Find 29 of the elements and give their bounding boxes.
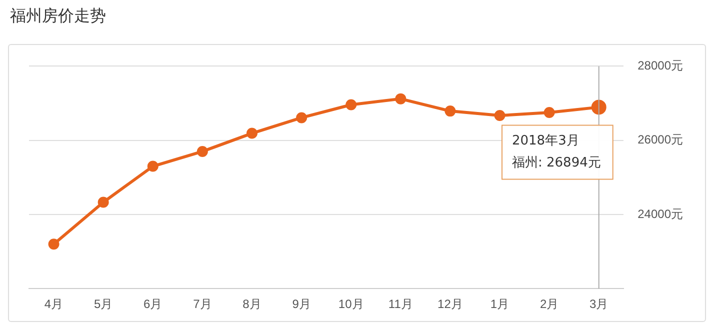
- x-tick-label: 5月: [94, 297, 113, 312]
- annotation: 福州: 26894元: [512, 156, 601, 171]
- x-tick-label: 1月: [490, 297, 510, 312]
- point: [147, 160, 158, 172]
- x-tick-label: 6月: [144, 297, 162, 312]
- point: [395, 93, 406, 104]
- point: [346, 99, 357, 110]
- x-tick-label: 8月: [242, 297, 262, 312]
- x-tick-label: 9月: [292, 297, 311, 312]
- y-tick-label: 24000元: [638, 206, 684, 221]
- x-tick-label: 7月: [193, 297, 212, 312]
- x-tick-label: 10月: [338, 297, 364, 312]
- y-tick-label: 28000元: [638, 58, 684, 73]
- point: [196, 146, 208, 157]
- y-tick-label: 26000元: [638, 132, 684, 147]
- point: [98, 196, 109, 208]
- x-tick-label: 2月: [540, 297, 559, 312]
- point: [48, 238, 60, 250]
- point: [296, 112, 308, 124]
- point: [494, 110, 506, 121]
- point: [246, 128, 258, 139]
- chart-title: 福州房价走势: [10, 6, 106, 27]
- annotation: 2018年3月: [512, 134, 580, 149]
- point: [544, 107, 555, 118]
- x-tick-label: 12月: [438, 297, 463, 312]
- x-tick-label: 3月: [590, 297, 608, 312]
- point: [444, 106, 456, 117]
- x-tick-label: 11月: [388, 297, 413, 312]
- x-tick-label: 4月: [44, 297, 64, 312]
